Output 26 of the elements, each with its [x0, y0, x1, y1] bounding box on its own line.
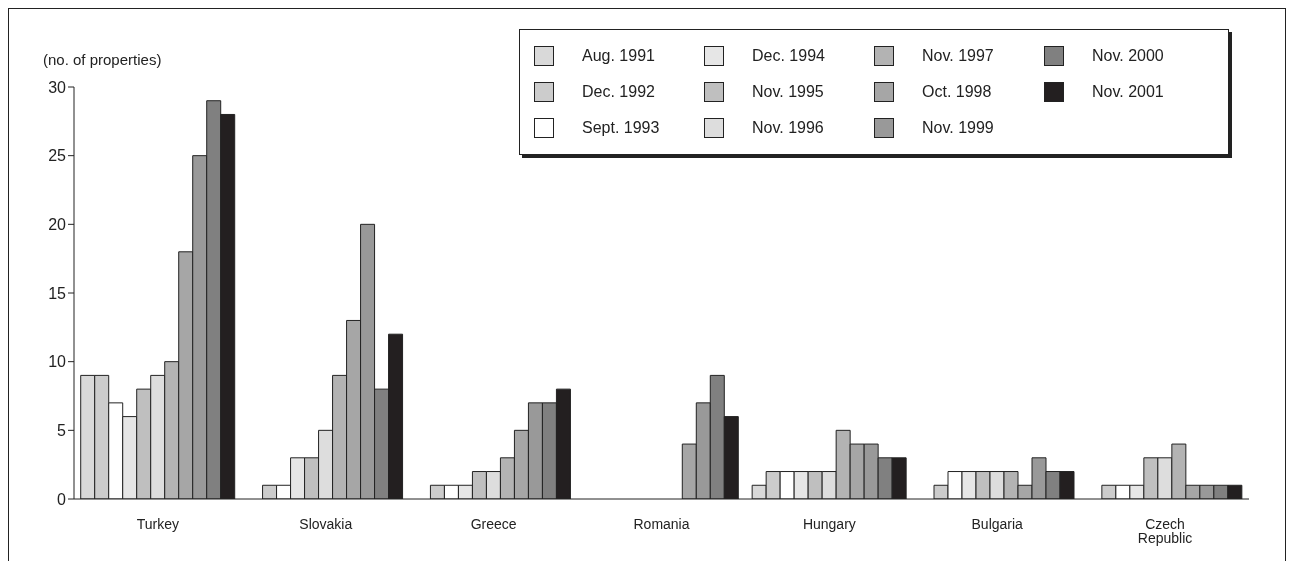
legend-label: Nov. 2000 — [1092, 47, 1164, 65]
x-tick-label: Greece — [470, 515, 517, 532]
x-tick-label: Turkey — [136, 515, 180, 532]
legend-label: Dec. 1992 — [582, 83, 655, 101]
legend-label: Oct. 1998 — [922, 83, 992, 101]
legend-label: Dec. 1994 — [752, 47, 825, 65]
y-tick-label: 25 — [48, 147, 67, 165]
y-tick-label: 30 — [48, 78, 67, 96]
y-tick-label: 5 — [57, 422, 67, 440]
y-tick-label: 20 — [48, 216, 67, 234]
y-tick-label: 15 — [48, 284, 67, 302]
x-tick-label: Bulgaria — [971, 515, 1024, 532]
x-tick-label: Slovakia — [299, 515, 353, 532]
y-axis-title: (no. of properties) — [43, 51, 162, 68]
legend-label: Nov. 2001 — [1092, 83, 1164, 101]
legend-label: Sept. 1993 — [582, 119, 660, 137]
x-tick-label: Hungary — [802, 515, 856, 532]
x-tick-label: Czech Republic — [1137, 515, 1193, 546]
legend-label: Nov. 1999 — [922, 119, 994, 137]
legend-label: Nov. 1997 — [922, 47, 994, 65]
legend-label: Aug. 1991 — [582, 47, 655, 65]
y-tick-label: 10 — [48, 353, 67, 371]
y-tick-label: 0 — [57, 490, 67, 508]
x-tick-label: Romania — [633, 515, 690, 532]
legend-label: Nov. 1996 — [752, 119, 824, 137]
legend-label: Nov. 1995 — [752, 83, 824, 101]
